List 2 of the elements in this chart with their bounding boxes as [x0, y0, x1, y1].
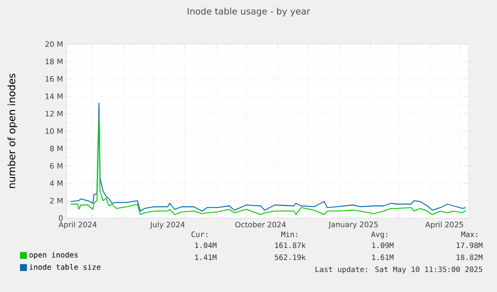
chart-title: Inode table usage - by year: [188, 8, 310, 16]
y-axis-title: number of open inodes: [8, 74, 18, 188]
